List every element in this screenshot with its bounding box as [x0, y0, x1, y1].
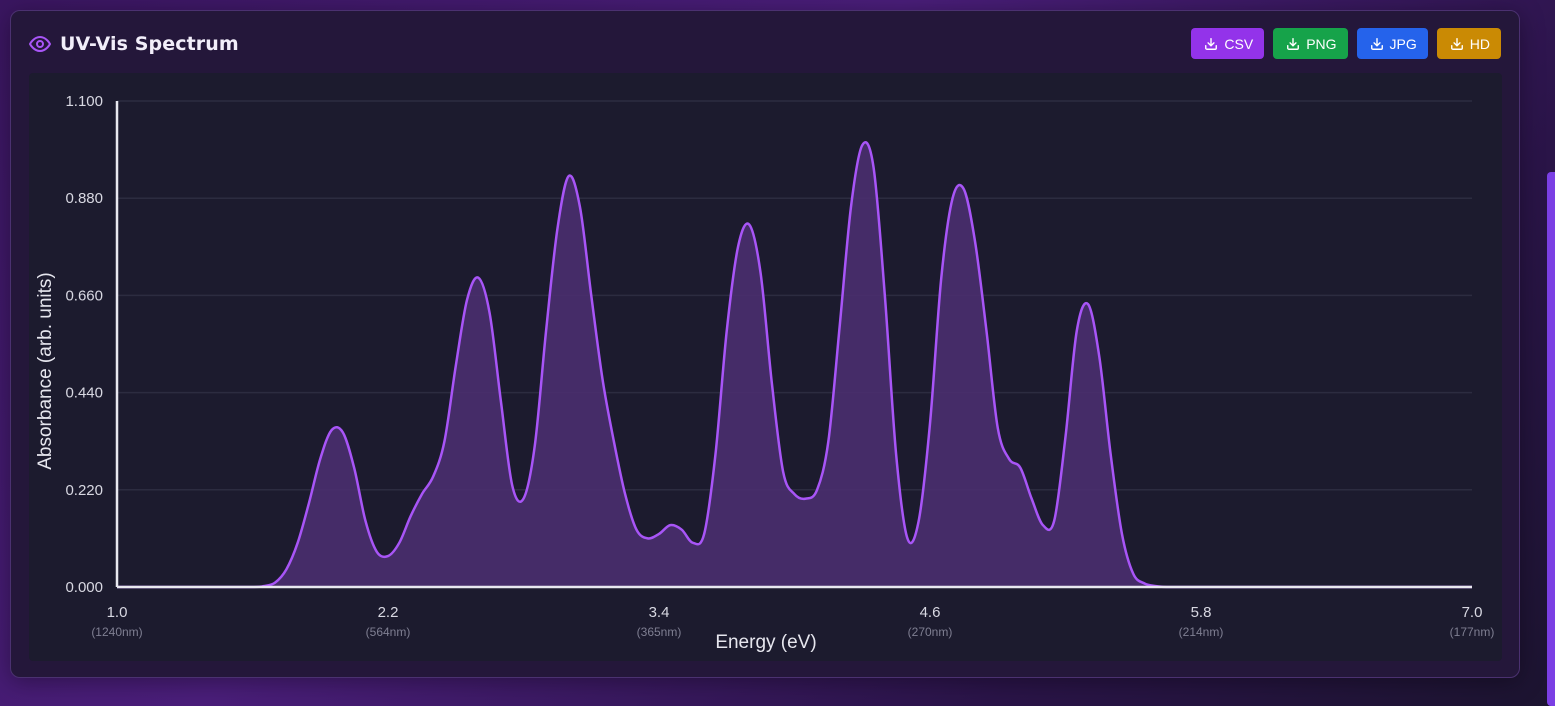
x-tick-labels: 1.0 (1240nm) 2.2 (564nm) 3.4 (365nm) 4.6 (270nm…: [91, 604, 1494, 639]
x-tick-sublabel: (365nm): [637, 625, 682, 639]
panel-header: UV-Vis Spectrum: [28, 31, 239, 57]
export-csv-label: CSV: [1224, 35, 1254, 52]
y-tick-label: 0.440: [65, 385, 103, 402]
export-hd-label: HD: [1469, 35, 1490, 52]
export-hd-button[interactable]: HD: [1436, 28, 1501, 59]
export-toolbar: CSV PNG JPG HD: [1191, 28, 1501, 59]
spectrum-line: [116, 141, 1472, 589]
y-tick-label: 0.660: [65, 287, 103, 304]
export-jpg-label: JPG: [1389, 35, 1417, 52]
spectrum-chart: 0.000 0.220 0.440 0.660 0.880 1.100 1.0 (1240n…: [35, 93, 1494, 653]
spectrum-panel: UV-Vis Spectrum CSV PNG JPG HD 0.000 0.22…: [10, 10, 1520, 678]
x-tick-label: 5.8: [1191, 604, 1212, 621]
y-tick-label: 0.220: [65, 482, 103, 499]
x-tick-sublabel: (214nm): [1179, 625, 1224, 639]
x-tick-label: 4.6: [920, 604, 941, 621]
eye-icon: [29, 36, 51, 52]
y-tick-label: 1.100: [65, 93, 103, 110]
x-tick-label: 2.2: [378, 604, 399, 621]
axes: [115, 101, 1472, 589]
page-title: UV-Vis Spectrum: [60, 33, 239, 55]
x-tick-sublabel: (564nm): [366, 625, 411, 639]
y-tick-labels: 0.000 0.220 0.440 0.660 0.880 1.100: [65, 93, 103, 596]
chart-area: 0.000 0.220 0.440 0.660 0.880 1.100 1.0 (1240n…: [29, 73, 1502, 661]
x-tick-label: 7.0: [1462, 604, 1483, 621]
download-icon: [1450, 37, 1463, 50]
export-png-button[interactable]: PNG: [1273, 28, 1348, 59]
x-tick-sublabel: (270nm): [908, 625, 953, 639]
spectrum-area-fill: [117, 142, 1472, 587]
export-png-label: PNG: [1306, 35, 1337, 52]
export-jpg-button[interactable]: JPG: [1356, 28, 1428, 59]
x-tick-sublabel: (177nm): [1450, 625, 1495, 639]
download-icon: [1287, 37, 1300, 50]
download-icon: [1370, 37, 1383, 50]
y-axis-label: Absorbance (arb. units): [35, 272, 56, 470]
x-tick-sublabel: (1240nm): [91, 625, 142, 639]
scrollbar-thumb[interactable]: [1547, 172, 1555, 706]
x-axis-label: Energy (eV): [715, 632, 816, 653]
x-tick-label: 3.4: [649, 604, 670, 621]
x-tick-label: 1.0: [107, 604, 128, 621]
download-icon: [1205, 37, 1218, 50]
grid-lines: [117, 100, 1472, 491]
y-tick-label: 0.880: [65, 190, 103, 207]
export-csv-button[interactable]: CSV: [1191, 28, 1265, 59]
y-tick-label: 0.000: [65, 579, 103, 596]
